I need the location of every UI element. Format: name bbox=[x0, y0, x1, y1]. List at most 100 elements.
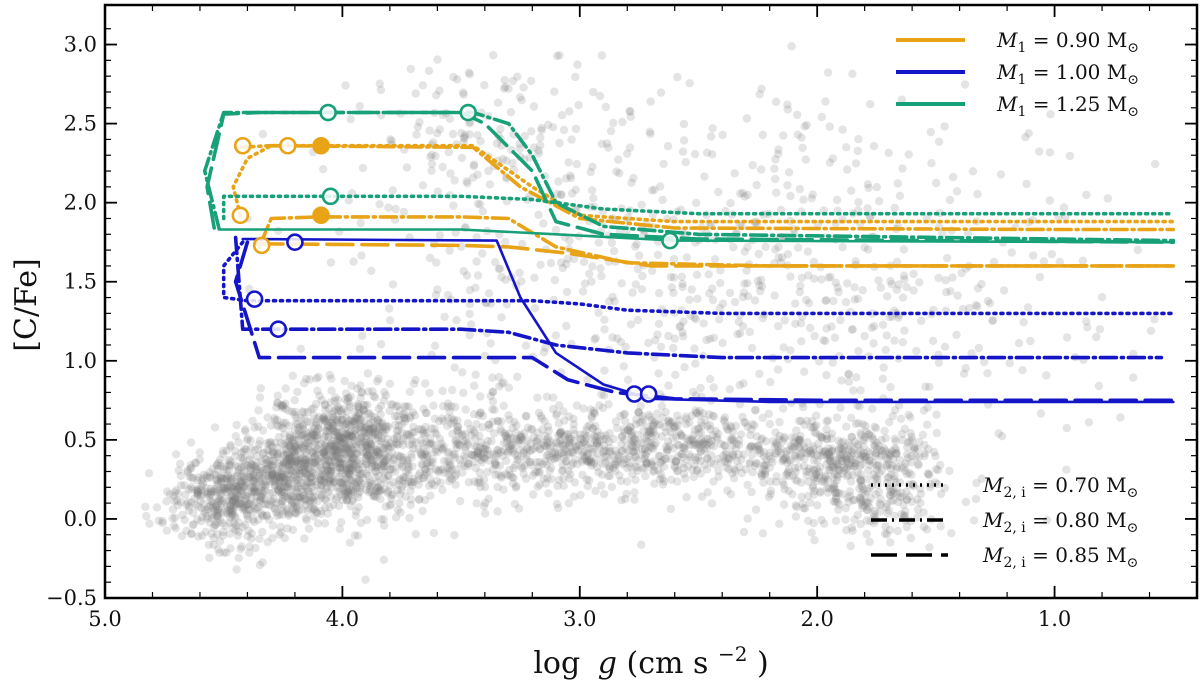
star-point bbox=[368, 416, 378, 425]
star-point bbox=[362, 447, 371, 457]
star-point bbox=[344, 489, 353, 498]
star-point bbox=[564, 499, 574, 508]
star-point bbox=[644, 438, 653, 447]
star-point bbox=[726, 490, 736, 499]
star-point bbox=[618, 117, 627, 127]
star-point bbox=[837, 376, 846, 385]
star-point bbox=[334, 431, 343, 441]
star-point bbox=[552, 411, 561, 420]
star-point bbox=[291, 407, 300, 417]
star-point bbox=[664, 381, 673, 390]
star-point bbox=[292, 492, 301, 501]
star-point bbox=[307, 435, 316, 445]
star-point bbox=[459, 90, 468, 99]
star-point bbox=[911, 452, 920, 461]
star-point bbox=[796, 281, 805, 291]
track-marker bbox=[625, 385, 644, 403]
star-point bbox=[691, 359, 700, 368]
star-point bbox=[313, 444, 322, 454]
star-point bbox=[229, 485, 238, 494]
star-point bbox=[350, 436, 359, 446]
star-point bbox=[382, 421, 391, 430]
star-point bbox=[351, 426, 360, 435]
star-point bbox=[380, 484, 389, 494]
star-point bbox=[321, 439, 330, 448]
star-point bbox=[450, 176, 459, 185]
star-point bbox=[342, 419, 352, 428]
star-point bbox=[1014, 339, 1024, 348]
star-point bbox=[257, 473, 266, 483]
star-point bbox=[321, 446, 331, 455]
star-point bbox=[800, 122, 809, 131]
star-point bbox=[335, 433, 345, 442]
star-point bbox=[374, 471, 383, 481]
star-point bbox=[344, 420, 354, 430]
star-point bbox=[332, 415, 341, 425]
star-point bbox=[345, 433, 354, 442]
star-point bbox=[385, 379, 395, 388]
star-point bbox=[414, 445, 423, 454]
star-point bbox=[325, 426, 334, 435]
star-point bbox=[329, 500, 338, 510]
star-point bbox=[261, 481, 270, 490]
star-point bbox=[357, 387, 366, 397]
star-point bbox=[779, 480, 788, 489]
star-point bbox=[293, 455, 303, 465]
star-point bbox=[309, 404, 318, 413]
star-point bbox=[384, 442, 393, 451]
star-point bbox=[242, 500, 252, 509]
star-point bbox=[787, 42, 796, 51]
star-point bbox=[623, 464, 632, 473]
star-point bbox=[832, 413, 842, 422]
star-point bbox=[213, 505, 223, 514]
star-point bbox=[374, 418, 383, 427]
star-point bbox=[654, 369, 663, 378]
star-point bbox=[242, 478, 251, 488]
star-point bbox=[206, 484, 216, 493]
star-point bbox=[796, 416, 806, 426]
star-point bbox=[679, 136, 689, 145]
star-point bbox=[327, 409, 337, 418]
star-point bbox=[248, 500, 258, 510]
star-point bbox=[226, 473, 235, 483]
star-point bbox=[344, 416, 353, 425]
star-point bbox=[317, 506, 326, 516]
star-point bbox=[400, 402, 409, 411]
star-point bbox=[791, 299, 800, 308]
star-point bbox=[369, 423, 378, 432]
star-point bbox=[881, 345, 890, 355]
star-point bbox=[896, 414, 906, 423]
star-point bbox=[273, 466, 282, 475]
star-point bbox=[275, 483, 285, 492]
star-point bbox=[779, 131, 788, 140]
star-point bbox=[425, 126, 434, 135]
star-point bbox=[670, 334, 679, 343]
star-point bbox=[283, 483, 292, 492]
star-point bbox=[337, 454, 347, 464]
star-point bbox=[313, 519, 323, 528]
star-point bbox=[324, 442, 333, 452]
star-point bbox=[263, 445, 272, 455]
star-point bbox=[208, 503, 218, 513]
star-point bbox=[476, 200, 485, 209]
star-point bbox=[354, 404, 364, 413]
star-point bbox=[838, 242, 847, 252]
star-point bbox=[304, 457, 313, 467]
star-point bbox=[404, 402, 413, 411]
star-point bbox=[222, 466, 231, 475]
star-point bbox=[850, 283, 859, 292]
star-point bbox=[305, 490, 314, 499]
star-point bbox=[631, 475, 640, 484]
star-point bbox=[187, 482, 196, 492]
star-point bbox=[879, 363, 888, 372]
star-point bbox=[332, 441, 341, 450]
star-point bbox=[527, 127, 536, 136]
star-point bbox=[371, 430, 380, 440]
star-point bbox=[295, 443, 304, 453]
star-point bbox=[718, 130, 727, 140]
star-point bbox=[356, 484, 365, 493]
legend-sun-symbol: ⊙ bbox=[1127, 40, 1139, 56]
star-point bbox=[277, 497, 286, 506]
star-point bbox=[431, 445, 441, 454]
star-point bbox=[322, 415, 331, 424]
